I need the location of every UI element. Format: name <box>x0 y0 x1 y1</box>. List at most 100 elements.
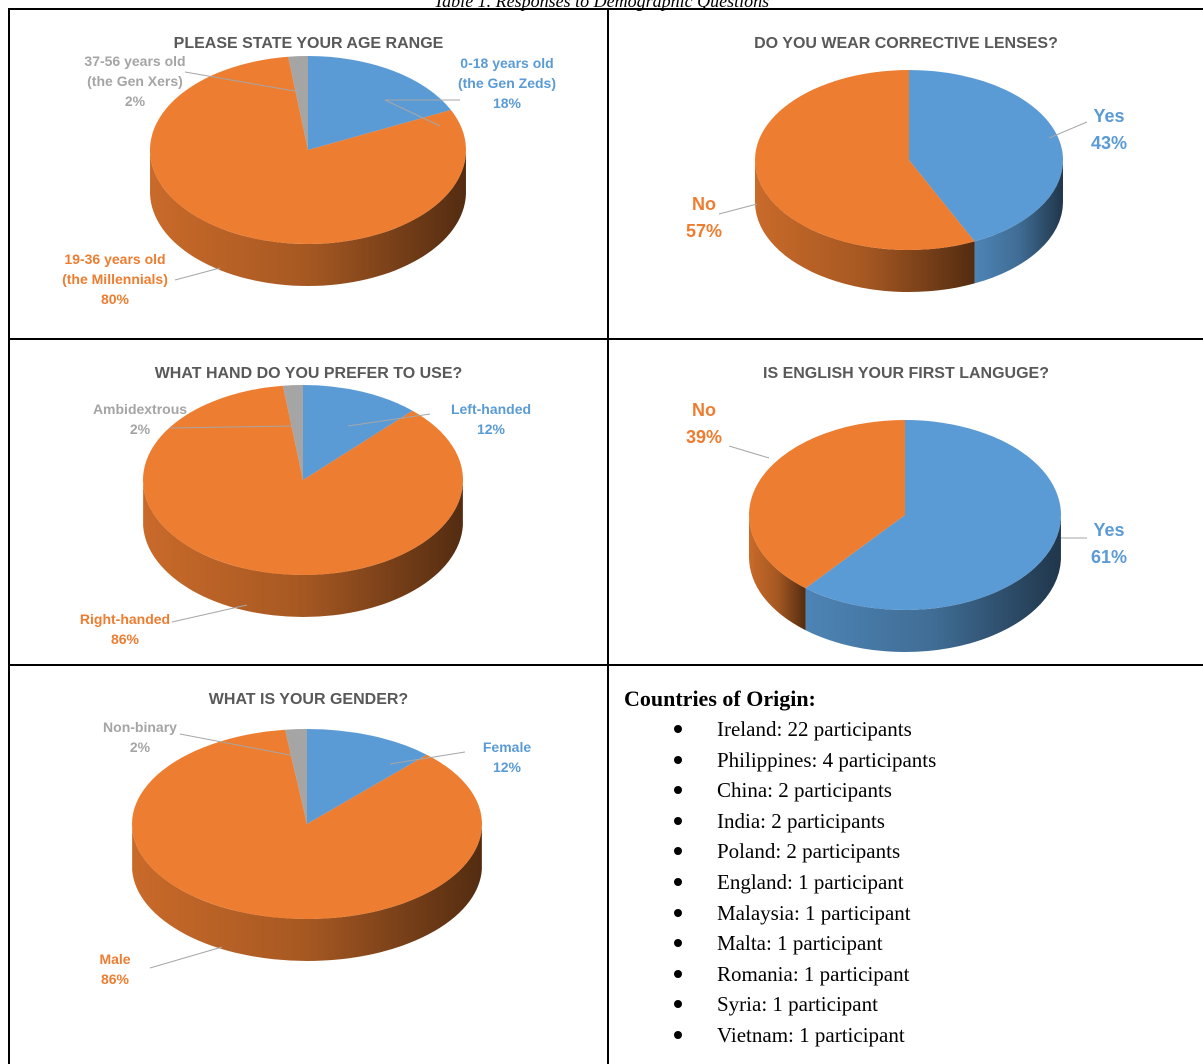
chart-title: WHAT HAND DO YOU PREFER TO USE? <box>155 365 463 382</box>
slice-value-label: 57% <box>686 221 722 241</box>
slice-value-label: 61% <box>1091 547 1127 567</box>
pie-chart-what-hand-do-you-prefer-to-use: WHAT HAND DO YOU PREFER TO USE? Left-hand… <box>80 365 531 647</box>
slice-label: 0-18 years old <box>460 55 553 71</box>
leader-line <box>174 267 221 281</box>
leader-line <box>718 203 758 215</box>
leader-line <box>184 71 301 93</box>
first-language-chart-cell: IS ENGLISH YOUR FIRST LANGUGE? Yes 61% No 39… <box>609 340 1203 664</box>
pie-slice-ambidextrous <box>282 385 303 480</box>
country-list-item: England: 1 participant <box>669 867 936 898</box>
chart-title: DO YOU WEAR CORRECTIVE LENSES? <box>754 35 1058 52</box>
slice-label: Right-handed <box>80 611 170 627</box>
leader-line <box>179 733 296 757</box>
pie-slice-right-handed <box>143 385 464 575</box>
pie-slice-no <box>755 70 975 250</box>
country-label: England: 1 participant <box>717 869 904 894</box>
table-column-divider <box>607 8 609 1064</box>
pie-slice-non-binary <box>285 729 307 824</box>
age-range-chart-cell: PLEASE STATE YOUR AGE RANGE 0-18 years ol… <box>10 10 607 338</box>
pie-slice-side <box>749 515 806 631</box>
country-list-item: Vietnam: 1 participant <box>669 1020 936 1051</box>
slice-value-label: 12% <box>493 759 522 775</box>
slice-label: Female <box>483 739 531 755</box>
bullet-icon <box>674 786 682 795</box>
slice-value-label: 12% <box>477 421 506 437</box>
pie-slice-19-36-years-old <box>150 56 466 245</box>
table-row-divider-1 <box>8 338 1203 340</box>
chart-title: WHAT IS YOUR GENDER? <box>209 691 408 708</box>
pie-slice-0-18-years-old <box>308 56 451 150</box>
country-label: China: 2 participants <box>717 778 892 803</box>
leader-line <box>384 99 460 127</box>
slice-label: No <box>692 400 716 420</box>
slice-label: (the Gen Xers) <box>87 73 183 89</box>
pie-slice-female <box>307 729 427 824</box>
country-label: Ireland: 22 participants <box>717 717 912 741</box>
country-label: Poland: 2 participants <box>717 839 901 864</box>
slice-label: (the Gen Zeds) <box>458 75 556 91</box>
pie-slice-side <box>974 160 1063 284</box>
slice-value-label: 39% <box>686 427 722 447</box>
bullet-icon <box>674 1000 682 1009</box>
country-label: Malta: 1 participant <box>717 931 883 956</box>
slice-label: 19-36 years old <box>64 251 165 267</box>
slice-label: (the Millennials) <box>62 271 168 287</box>
slice-value-label: 86% <box>101 971 130 987</box>
bullet-icon <box>674 969 682 978</box>
leader-line <box>728 445 770 459</box>
corrective-lenses-chart-cell: DO YOU WEAR CORRECTIVE LENSES? Yes 43% No 57… <box>609 10 1203 338</box>
slice-label: Non-binary <box>103 719 177 735</box>
country-list-item: Ireland: 22 participants <box>669 714 936 745</box>
slice-label: No <box>692 194 716 214</box>
leader-line <box>347 413 431 427</box>
pie-slice-37-56-years-old <box>288 56 308 150</box>
pie-chart-do-you-wear-corrective-lenses: DO YOU WEAR CORRECTIVE LENSES? Yes 43% No 57… <box>686 35 1127 293</box>
country-list-item: Romania: 1 participant <box>669 959 936 990</box>
slice-value-label: 2% <box>125 93 146 109</box>
countries-list: Ireland: 22 participants Philippines: 4 p… <box>669 714 936 1051</box>
table-row-divider-2 <box>8 664 1203 666</box>
slice-label: Male <box>99 951 130 967</box>
slice-label: Yes <box>1093 106 1124 126</box>
leader-line <box>1048 121 1088 139</box>
slice-label: Yes <box>1093 520 1124 540</box>
pie-chart-what-is-your-gender: WHAT IS YOUR GENDER? Female 12% Male 86% Non-… <box>99 691 531 987</box>
country-label: Syria: 1 participant <box>717 992 878 1017</box>
country-list-item: Syria: 1 participant <box>669 989 936 1020</box>
country-list-item: India: 2 participants <box>669 806 936 837</box>
chart-title: IS ENGLISH YOUR FIRST LANGUGE? <box>763 365 1049 382</box>
bullet-icon <box>674 1030 682 1039</box>
country-label: Romania: 1 participant <box>717 961 910 986</box>
slice-label: 37-56 years old <box>84 53 185 69</box>
pie-slice-yes <box>909 70 1063 242</box>
bullet-icon <box>674 816 682 825</box>
chart-title: PLEASE STATE YOUR AGE RANGE <box>174 35 444 52</box>
country-list-item: Philippines: 4 participants <box>669 745 936 776</box>
pie-slice-male <box>132 729 483 919</box>
countries-cell: Countries of Origin: Ireland: 22 partici… <box>609 666 1203 1064</box>
country-label: Malaysia: 1 participant <box>717 900 911 925</box>
leader-line <box>169 425 293 429</box>
gender-chart-cell: WHAT IS YOUR GENDER? Female 12% Male 86% Non-… <box>10 666 607 1064</box>
slice-value-label: 80% <box>101 291 130 307</box>
pie-slice-side <box>143 483 463 617</box>
country-label: Philippines: 4 participants <box>717 747 937 772</box>
leader-line <box>171 604 248 623</box>
pie-chart-is-english-your-first-languge: IS ENGLISH YOUR FIRST LANGUGE? Yes 61% No 39… <box>686 365 1127 652</box>
pie-slice-side <box>150 151 466 287</box>
slice-value-label: 43% <box>1091 133 1127 153</box>
pie-slice-no <box>748 420 905 589</box>
bullet-icon <box>674 755 682 764</box>
country-list-item: China: 2 participants <box>669 775 936 806</box>
table-border-top <box>8 8 1203 10</box>
leader-line <box>389 751 466 765</box>
country-list-item: Malaysia: 1 participant <box>669 898 936 929</box>
country-list-item: Poland: 2 participants <box>669 836 936 867</box>
slice-value-label: 2% <box>130 421 151 437</box>
table-caption: Table 1. Responses to Demographic Questi… <box>433 0 770 11</box>
slice-value-label: 2% <box>130 739 151 755</box>
slice-value-label: 86% <box>111 631 140 647</box>
bullet-icon <box>674 939 682 948</box>
countries-title: Countries of Origin: <box>624 686 816 711</box>
